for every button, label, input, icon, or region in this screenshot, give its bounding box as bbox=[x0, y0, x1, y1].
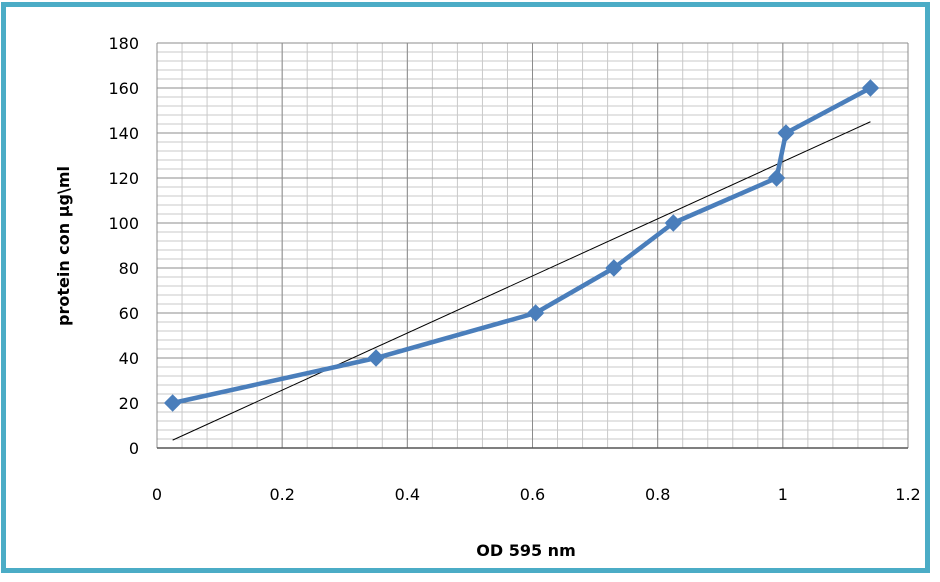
y-tick-label: 160 bbox=[108, 79, 139, 98]
y-tick-label: 120 bbox=[108, 169, 139, 188]
x-tick-labels: 0 0.2 0.4 0.6 0.8 1 1.2 bbox=[152, 485, 921, 504]
trendline bbox=[172, 121, 871, 441]
y-tick-label: 180 bbox=[108, 34, 139, 53]
series-layer bbox=[163, 79, 880, 412]
y-tick-label: 40 bbox=[119, 349, 139, 368]
y-axis-title: protein con µg\ml bbox=[54, 166, 73, 326]
x-tick-label: 1.2 bbox=[895, 485, 920, 504]
series-line bbox=[172, 86, 872, 406]
major-gridlines bbox=[156, 42, 909, 449]
data-point-marker bbox=[861, 79, 880, 97]
y-tick-label: 60 bbox=[119, 304, 139, 323]
data-point-marker bbox=[767, 169, 786, 187]
y-tick-label: 0 bbox=[129, 439, 139, 458]
x-tick-label: 0.2 bbox=[269, 485, 294, 504]
data-point-marker bbox=[664, 214, 683, 232]
x-axis-title: OD 595 nm bbox=[476, 541, 575, 560]
y-tick-label: 100 bbox=[108, 214, 139, 233]
x-tick-label: 0.4 bbox=[395, 485, 420, 504]
data-point-marker bbox=[367, 349, 385, 367]
data-point-marker bbox=[777, 124, 795, 142]
x-tick-label: 0.6 bbox=[520, 485, 545, 504]
y-tick-labels: 0 20 40 60 80 100 120 140 160 180 bbox=[108, 34, 139, 458]
x-tick-label: 0.8 bbox=[645, 485, 670, 504]
data-point-marker bbox=[526, 304, 545, 322]
trendline-layer bbox=[172, 121, 871, 441]
data-point-marker bbox=[605, 259, 623, 277]
x-tick-label: 0 bbox=[152, 485, 162, 504]
y-tick-label: 20 bbox=[119, 394, 139, 413]
x-tick-label: 1 bbox=[778, 485, 788, 504]
y-tick-label: 80 bbox=[119, 259, 139, 278]
data-point-marker bbox=[163, 394, 182, 412]
y-tick-label: 140 bbox=[108, 124, 139, 143]
